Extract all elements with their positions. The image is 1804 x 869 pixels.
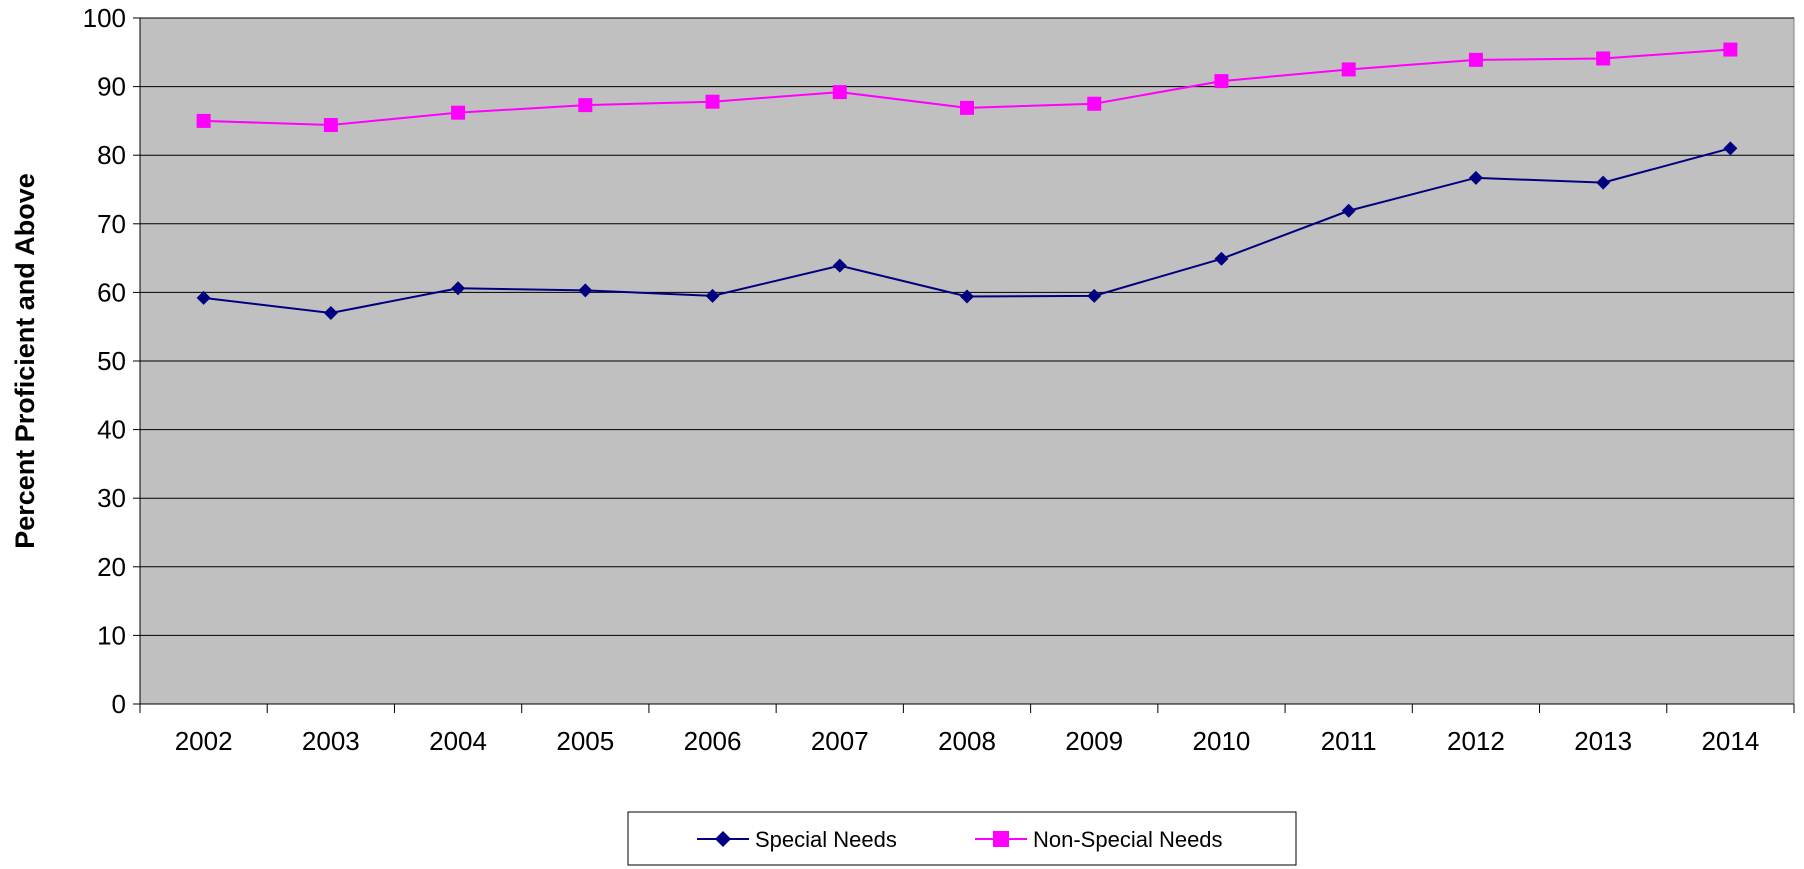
- y-tick-label: 0: [112, 689, 126, 719]
- data-point: [1468, 52, 1483, 67]
- data-point: [196, 290, 211, 305]
- gridlines: [140, 17, 1794, 636]
- y-axis-title: Percent Proficient and Above: [10, 173, 40, 549]
- data-point: [323, 305, 338, 320]
- data-point: [578, 98, 593, 113]
- x-tick-label: 2008: [938, 726, 996, 756]
- data-point: [451, 281, 466, 296]
- data-point: [832, 85, 847, 100]
- y-tick-label: 40: [97, 415, 126, 445]
- legend-label-non-special-needs: Non-Special Needs: [1033, 827, 1223, 852]
- x-tick-label: 2009: [1065, 726, 1123, 756]
- series-0: [196, 141, 1738, 320]
- data-point: [196, 113, 211, 128]
- series-1: [196, 42, 1738, 133]
- x-axis-ticks: 2002 2003 2004 2005 2006 2007 2008 2009 2010 2011…: [139, 704, 1795, 756]
- x-tick-label: 2005: [556, 726, 614, 756]
- legend-item-non-special-needs: Non-Special Needs: [975, 827, 1223, 852]
- y-tick-label: 70: [97, 209, 126, 239]
- y-tick-label: 90: [97, 72, 126, 102]
- data-point: [832, 258, 847, 273]
- x-tick-label: 2011: [1321, 726, 1377, 756]
- data-point: [323, 118, 338, 133]
- data-point: [705, 94, 720, 109]
- x-tick-label: 2013: [1574, 726, 1632, 756]
- x-tick-label: 2004: [429, 726, 487, 756]
- x-tick-label: 2003: [302, 726, 360, 756]
- y-axis-ticks: 0 10 20 30 40 50 60 70 80 90 100: [83, 3, 1794, 719]
- legend-marker-special-needs: [715, 831, 731, 847]
- data-point: [1214, 251, 1229, 266]
- data-point: [578, 283, 593, 298]
- data-point: [960, 100, 974, 115]
- y-tick-label: 30: [97, 483, 126, 513]
- data-point: [1087, 96, 1102, 111]
- y-tick-label: 60: [97, 277, 126, 307]
- data-point: [451, 105, 466, 120]
- x-tick-label: 2012: [1447, 726, 1505, 756]
- data-point: [1596, 51, 1611, 66]
- x-tick-label: 2014: [1701, 726, 1759, 756]
- data-point: [960, 289, 974, 304]
- data-point: [1341, 62, 1356, 77]
- data-point: [705, 288, 720, 303]
- data-point: [1341, 203, 1356, 218]
- x-tick-label: 2007: [811, 726, 869, 756]
- y-tick-label: 20: [97, 552, 126, 582]
- series-group: [196, 42, 1738, 320]
- x-tick-label: 2010: [1193, 726, 1251, 756]
- y-tick-label: 100: [83, 3, 126, 33]
- data-point: [1214, 74, 1229, 89]
- x-tick-label: 2006: [684, 726, 742, 756]
- data-point: [1596, 175, 1611, 190]
- legend-label-special-needs: Special Needs: [755, 827, 897, 852]
- data-point: [1087, 288, 1102, 303]
- data-point: [1468, 170, 1483, 185]
- legend-marker-non-special-needs: [993, 831, 1009, 847]
- data-point: [1723, 141, 1738, 156]
- legend-item-special-needs: Special Needs: [697, 827, 897, 852]
- legend: Special Needs Non-Special Needs: [627, 811, 1297, 866]
- y-tick-label: 50: [97, 346, 126, 376]
- y-tick-label: 10: [97, 620, 126, 650]
- data-point: [1723, 42, 1738, 57]
- x-tick-label: 2002: [175, 726, 233, 756]
- y-tick-label: 80: [97, 140, 126, 170]
